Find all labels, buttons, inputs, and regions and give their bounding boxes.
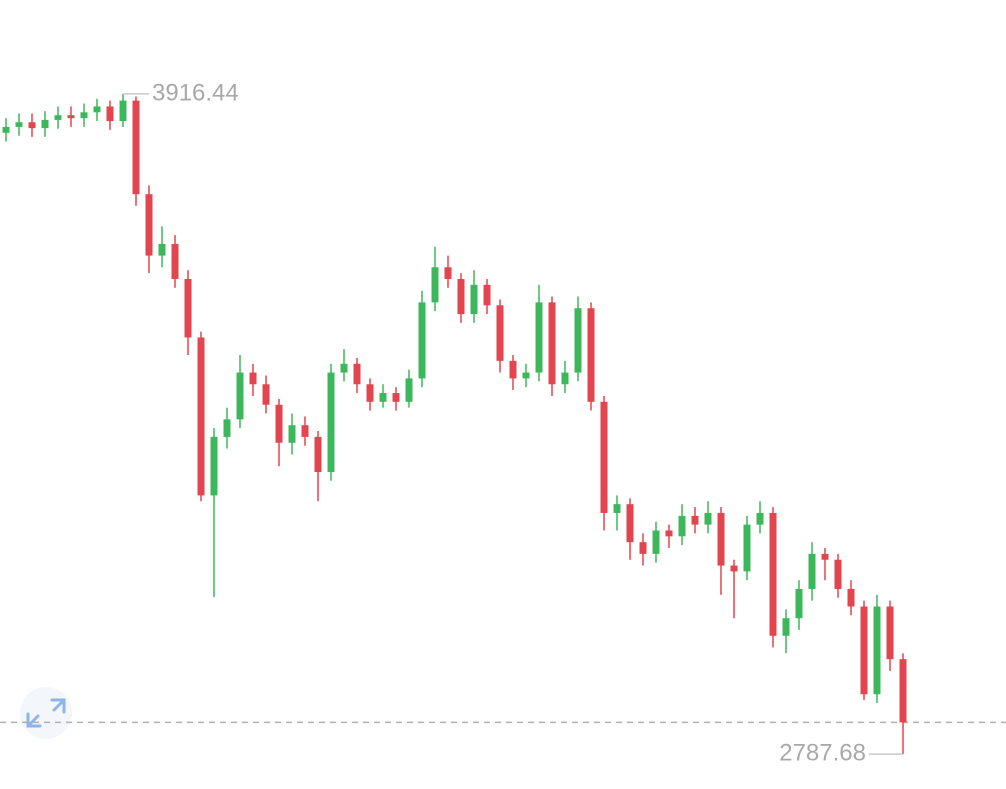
- candle-body: [704, 512, 712, 525]
- candle-body: [535, 302, 543, 373]
- min-label: 2787.68: [779, 739, 866, 766]
- candle-body: [574, 308, 582, 373]
- candle-body: [80, 112, 88, 119]
- candle-body: [509, 360, 517, 379]
- candle-body: [587, 308, 595, 402]
- candle-body: [171, 243, 179, 279]
- candle-body: [899, 659, 907, 723]
- candle-body: [548, 302, 556, 385]
- candle-body: [54, 115, 62, 120]
- candle-body: [405, 378, 413, 402]
- candle-body: [249, 372, 257, 385]
- candle-body: [106, 106, 114, 122]
- candle-body: [522, 372, 530, 379]
- candle-body: [379, 393, 387, 402]
- candle-body: [652, 530, 660, 554]
- candle-body: [886, 606, 894, 660]
- candle-body: [132, 100, 140, 195]
- candle-body: [418, 302, 426, 379]
- candle-body: [496, 305, 504, 361]
- candle-body: [639, 542, 647, 554]
- candle-body: [41, 119, 49, 129]
- candle-body: [431, 267, 439, 303]
- candle-body: [275, 404, 283, 443]
- candle-body: [769, 512, 777, 636]
- candle-body: [847, 588, 855, 607]
- candle-body: [821, 553, 829, 560]
- candle-body: [470, 284, 478, 315]
- candle-body: [340, 363, 348, 373]
- candle-body: [119, 100, 127, 122]
- candle-body: [223, 419, 231, 437]
- candle-body: [301, 425, 309, 437]
- candle-body: [756, 512, 764, 525]
- candle-body: [197, 337, 205, 496]
- candle-body: [678, 515, 686, 537]
- candle-body: [691, 515, 699, 525]
- candle-body: [262, 384, 270, 405]
- candle-body: [210, 436, 218, 496]
- candle-body: [392, 393, 400, 402]
- candle-body: [314, 436, 322, 472]
- candle-body: [158, 243, 166, 256]
- max-label: 3916.44: [152, 79, 239, 106]
- candle-body: [483, 284, 491, 306]
- candle-body: [93, 106, 101, 113]
- candle-body: [145, 194, 153, 256]
- candle-body: [795, 588, 803, 619]
- candle-body: [873, 606, 881, 695]
- candle-body: [67, 115, 75, 119]
- candle-body: [860, 606, 868, 695]
- candle-body: [808, 553, 816, 589]
- candle-body: [366, 384, 374, 402]
- candle-body: [15, 122, 23, 127]
- candle-body: [600, 401, 608, 513]
- candle-body: [717, 512, 725, 566]
- candle-body: [730, 565, 738, 572]
- candle-body: [782, 618, 790, 636]
- candle-body: [184, 278, 192, 338]
- candle-body: [665, 530, 673, 537]
- candle-body: [288, 425, 296, 443]
- candle-body: [834, 559, 842, 589]
- candle-body: [444, 267, 452, 279]
- candle-body: [236, 372, 244, 420]
- candle-body: [626, 504, 634, 543]
- candle-body: [613, 504, 621, 513]
- candle-body: [2, 126, 10, 133]
- expand-icon[interactable]: [26, 698, 66, 728]
- candle-body: [353, 363, 361, 385]
- expand-button[interactable]: [20, 687, 72, 739]
- candle-body: [327, 372, 335, 472]
- candle-body: [561, 372, 569, 385]
- candle-body: [28, 122, 36, 129]
- candle-body: [457, 278, 465, 315]
- candle-body: [743, 524, 751, 572]
